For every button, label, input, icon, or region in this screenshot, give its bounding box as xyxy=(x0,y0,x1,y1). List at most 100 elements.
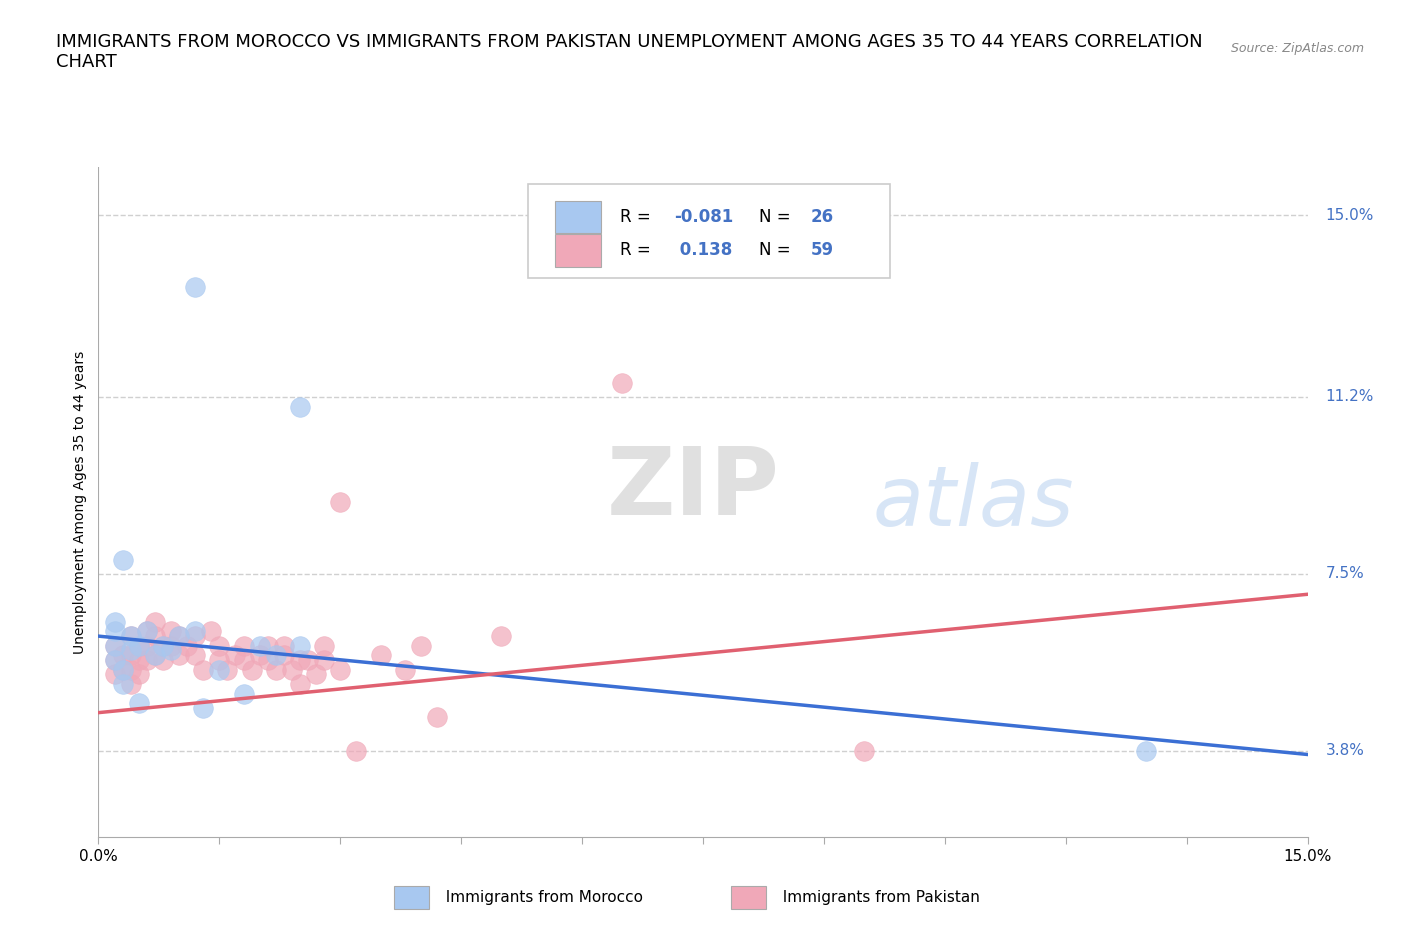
Point xyxy=(264,648,287,663)
Y-axis label: Unemployment Among Ages 35 to 44 years: Unemployment Among Ages 35 to 44 years xyxy=(73,351,87,654)
Text: IMMIGRANTS FROM MOROCCO VS IMMIGRANTS FROM PAKISTAN UNEMPLOYMENT AMONG AGES 35 T: IMMIGRANTS FROM MOROCCO VS IMMIGRANTS FR… xyxy=(56,33,1204,72)
Point xyxy=(273,648,295,663)
Point xyxy=(256,638,278,653)
Point xyxy=(281,662,304,677)
Point xyxy=(329,495,352,510)
Point xyxy=(200,624,222,639)
Point xyxy=(128,667,150,682)
Point xyxy=(224,648,246,663)
Text: Immigrants from Pakistan: Immigrants from Pakistan xyxy=(773,890,980,905)
Point xyxy=(409,638,432,653)
Text: R =: R = xyxy=(620,208,655,226)
Text: 11.2%: 11.2% xyxy=(1326,390,1374,405)
Point xyxy=(184,280,207,295)
Point xyxy=(314,653,336,668)
Point xyxy=(135,653,157,668)
Point xyxy=(370,648,392,663)
Point xyxy=(103,638,125,653)
Point xyxy=(193,700,215,715)
Point xyxy=(394,662,416,677)
Point xyxy=(120,643,142,658)
Point xyxy=(152,653,174,668)
Text: R =: R = xyxy=(620,242,655,259)
Point xyxy=(120,648,142,663)
Point xyxy=(152,638,174,653)
Point xyxy=(232,653,254,668)
Point xyxy=(152,638,174,653)
Text: -0.081: -0.081 xyxy=(673,208,734,226)
Point xyxy=(853,743,876,758)
Text: Immigrants from Morocco: Immigrants from Morocco xyxy=(436,890,643,905)
Text: atlas: atlas xyxy=(872,461,1074,543)
Point xyxy=(249,648,271,663)
Point xyxy=(305,667,328,682)
Point xyxy=(128,653,150,668)
Point xyxy=(491,629,513,644)
Text: 26: 26 xyxy=(811,208,834,226)
Point xyxy=(273,638,295,653)
Point xyxy=(264,662,287,677)
Point xyxy=(120,662,142,677)
Point xyxy=(176,638,198,653)
Text: N =: N = xyxy=(759,242,796,259)
Point xyxy=(249,638,271,653)
Point xyxy=(208,662,231,677)
Point xyxy=(288,638,311,653)
Bar xyxy=(555,234,602,267)
Text: ZIP: ZIP xyxy=(606,443,779,535)
Text: 3.8%: 3.8% xyxy=(1326,743,1365,758)
Point xyxy=(297,653,319,668)
Text: N =: N = xyxy=(759,208,796,226)
Point xyxy=(217,662,239,677)
Point xyxy=(120,629,142,644)
Point xyxy=(143,615,166,630)
Text: 15.0%: 15.0% xyxy=(1326,207,1374,222)
Point xyxy=(612,375,634,390)
Point xyxy=(184,629,207,644)
Point xyxy=(193,662,215,677)
Point xyxy=(135,624,157,639)
Point xyxy=(143,629,166,644)
Point xyxy=(111,676,134,691)
Text: 0.138: 0.138 xyxy=(673,242,733,259)
Point xyxy=(314,638,336,653)
Point xyxy=(103,624,125,639)
Point xyxy=(120,629,142,644)
Point xyxy=(256,653,278,668)
Point xyxy=(103,615,125,630)
Point xyxy=(160,643,183,658)
Point xyxy=(184,648,207,663)
Point xyxy=(288,676,311,691)
Point xyxy=(184,624,207,639)
Point xyxy=(232,638,254,653)
Point xyxy=(103,667,125,682)
Point xyxy=(344,743,367,758)
Point xyxy=(167,648,190,663)
FancyBboxPatch shape xyxy=(527,184,890,278)
Bar xyxy=(555,201,602,233)
Point xyxy=(128,696,150,711)
Point xyxy=(426,710,449,724)
Point xyxy=(143,648,166,663)
Point xyxy=(288,653,311,668)
Text: 7.5%: 7.5% xyxy=(1326,566,1364,581)
Point xyxy=(135,638,157,653)
Point xyxy=(167,629,190,644)
Point xyxy=(329,662,352,677)
Point xyxy=(143,648,166,663)
Point xyxy=(128,638,150,653)
Point xyxy=(135,624,157,639)
Point xyxy=(160,624,183,639)
Point xyxy=(288,399,311,414)
Point xyxy=(208,638,231,653)
Point xyxy=(111,662,134,677)
Point xyxy=(111,648,134,663)
Point xyxy=(103,638,125,653)
Point xyxy=(111,662,134,677)
Point xyxy=(111,552,134,567)
Point xyxy=(1135,743,1157,758)
Point xyxy=(103,653,125,668)
Point xyxy=(167,629,190,644)
Point xyxy=(103,653,125,668)
Point xyxy=(208,653,231,668)
